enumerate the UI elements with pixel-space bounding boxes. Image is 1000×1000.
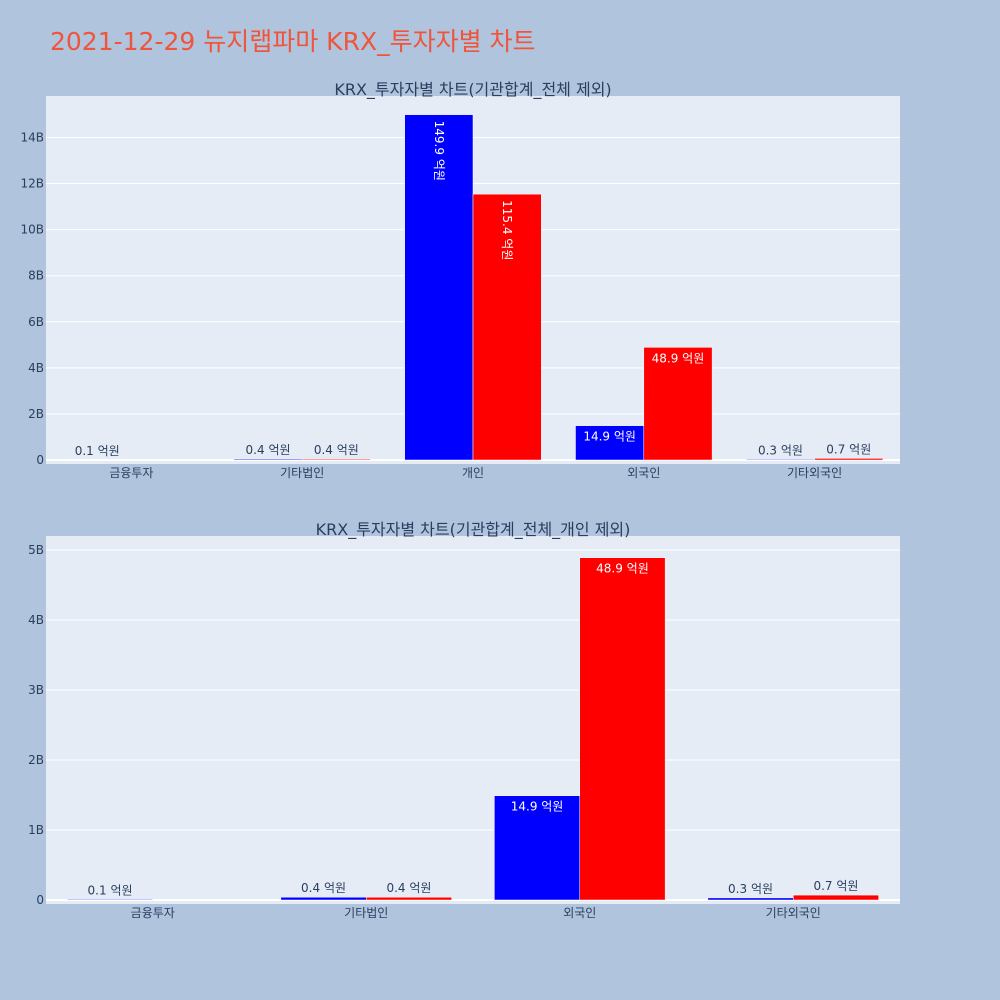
data-label: 0.4 억원 [246, 443, 291, 457]
data-label: 0.4 억원 [314, 443, 359, 457]
data-label: 0.3 억원 [758, 443, 803, 457]
x-tick-label: 기타법인 [280, 466, 324, 480]
x-tick-label: 외국인 [627, 466, 660, 480]
bar [404, 114, 474, 461]
bar [366, 896, 452, 901]
data-label: 14.9 억원 [511, 800, 564, 814]
bar [280, 896, 367, 901]
data-label: 115.4 억원 [500, 200, 514, 260]
x-tick-label: 기타외국인 [787, 466, 842, 480]
y-tick-label: 4B [28, 613, 44, 627]
bar [67, 899, 153, 901]
chart-title: KRX_투자자별 차트(기관합계_전체 제외) [334, 80, 611, 100]
x-tick-label: 외국인 [563, 906, 596, 920]
y-tick-label: 4B [28, 361, 44, 375]
data-label: 0.7 억원 [826, 442, 871, 456]
bar [579, 557, 666, 901]
y-tick-label: 8B [28, 269, 44, 283]
y-tick-label: 6B [28, 315, 44, 329]
bar [707, 897, 794, 901]
data-label: 14.9 억원 [583, 430, 636, 444]
data-label: 0.1 억원 [88, 883, 133, 897]
bar [494, 795, 581, 901]
y-tick-label: 10B [20, 223, 44, 237]
data-label: 0.4 억원 [386, 881, 431, 895]
x-tick-label: 금융투자 [109, 466, 153, 480]
bar [814, 458, 884, 461]
bar [643, 347, 713, 461]
x-tick-label: 개인 [462, 466, 484, 480]
bar [472, 193, 542, 461]
chart-title: KRX_투자자별 차트(기관합계_전체_개인 제외) [316, 520, 631, 540]
y-tick-label: 2B [28, 753, 44, 767]
y-tick-label: 1B [28, 823, 44, 837]
data-label: 0.4 억원 [301, 881, 346, 895]
data-label: 0.1 억원 [75, 444, 120, 458]
bar [793, 894, 879, 901]
chart-1: 0 2B 4B 6B 8B 10B 12B 14B KRX_투자자별 차트(기관합계_전체 제외… [20, 80, 900, 480]
plot-area [46, 536, 900, 904]
y-tick-label: 14B [20, 130, 44, 144]
y-tick-label: 5B [28, 543, 44, 557]
data-label: 0.7 억원 [813, 879, 858, 893]
y-tick-label: 2B [28, 407, 44, 421]
y-tick-label: 12B [20, 177, 44, 191]
bar [575, 425, 645, 461]
x-tick-label: 금융투자 [131, 906, 175, 920]
x-tick-label: 기타법인 [344, 906, 388, 920]
data-label: 149.9 억원 [432, 121, 446, 181]
data-label: 0.3 억원 [728, 882, 773, 896]
page-title: 2021-12-29 뉴지랩파마 KRX_투자자별 차트 [50, 27, 536, 56]
y-tick-label: 0 [36, 893, 44, 907]
data-label: 48.9 억원 [596, 562, 649, 576]
y-tick-label: 3B [28, 683, 44, 697]
y-tick-label: 0 [36, 453, 44, 467]
data-label: 48.9 억원 [652, 351, 705, 365]
x-tick-label: 기타외국인 [766, 906, 821, 920]
bar [301, 458, 371, 461]
